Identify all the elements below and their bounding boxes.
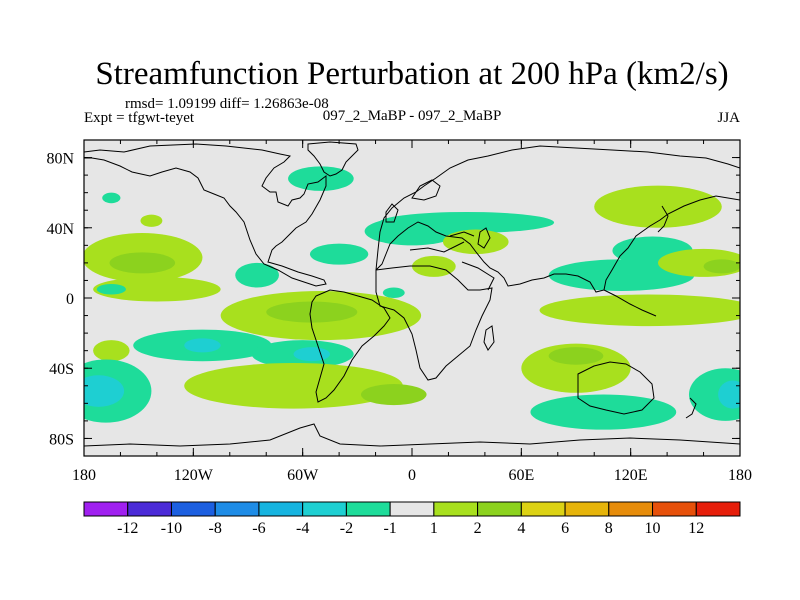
anomaly-region-33 [530,394,677,430]
anomaly-region-0 [102,192,121,204]
stats-text: rmsd= 1.09199 diff= 1.26863e-08 [125,96,329,112]
colorbar-label-6: -1 [383,520,396,537]
anomaly-region-8 [288,166,354,191]
x-tick-label-2: 60W [287,467,319,484]
colorbar-label-7: 1 [430,520,438,537]
anomaly-region-27 [548,347,604,365]
colorbar-label-9: 4 [517,520,525,537]
colorbar-swatch-13 [652,501,697,517]
coastline-arabia [461,261,495,291]
coastline-greenland [307,141,359,177]
anomaly-region-28 [93,340,130,362]
colorbar-swatch-12 [608,501,654,517]
anomaly-region-5 [96,283,126,295]
colorbar-label-0: -12 [117,520,138,537]
x-tick-label-1: 120W [174,467,214,484]
colorbar-swatch-9 [477,501,522,517]
anomaly-region-4 [93,276,221,302]
coastline-australia [577,361,655,415]
coastlines [84,141,740,447]
season-label: JJA [717,110,740,126]
coastline-mediterranean [409,241,465,253]
anomaly-region-34 [688,368,740,421]
coastline-caspian [477,227,491,249]
coastline-south-america [309,289,391,403]
colorbar-label-4: -4 [296,520,309,537]
chart-title: Streamfunction Perturbation at 200 hPa (… [95,56,728,92]
colorbar-swatch-5 [302,501,347,517]
colorbar-swatch-8 [433,501,479,517]
x-tick-label-3: 0 [408,467,416,484]
coastline-north-america [84,143,327,287]
colorbar-label-11: 8 [605,520,613,537]
colorbar-label-13: 12 [688,520,704,537]
anomaly-region-12 [412,255,456,277]
coastline-new-zealand [685,397,697,419]
anomaly-region-19 [539,294,740,327]
coastline-eurasia [375,145,740,293]
y-tick-label-2: 0 [66,291,74,308]
anomaly-region-10 [379,211,555,234]
anomaly-region-6 [382,287,405,298]
coastline-se-asia [603,289,657,317]
subtitle: 097_2_MaBP - 097_2_MaBP [323,108,502,124]
anomaly-region-23 [184,338,221,353]
y-tick-label-3: 40S [49,361,74,378]
colorbar-swatch-0 [83,501,129,517]
colorbar-swatch-7 [389,501,435,517]
anomaly-region-16 [548,259,695,291]
coastline-japan [657,205,669,233]
anomaly-region-13 [442,229,509,255]
colorbar-swatch-10 [520,501,566,517]
colorbar-swatch-1 [127,501,172,517]
anomaly-region-18 [703,259,740,274]
colorbar-swatch-11 [564,501,610,517]
colorbar-swatch-2 [170,501,216,517]
anomaly-region-1 [140,214,163,227]
colorbar-label-1: -10 [161,520,182,537]
anomaly-region-3 [109,252,176,274]
coastline-madagascar [483,325,495,351]
coastline-black-sea [449,231,475,237]
coastline-antarctica [84,423,740,447]
colorbar-label-10: 6 [561,520,569,537]
anomaly-region-7 [235,262,279,288]
colorbar-label-5: -2 [340,520,353,537]
anomaly-region-21 [266,301,358,323]
y-tick-label-1: 40N [46,221,74,238]
colorbar-swatch-14 [695,501,741,517]
colorbar: -12 -10 -8 -6 -4 -2 -1 1 2 4 6 8 10 12 [83,501,741,537]
colorbar-label-2: -8 [209,520,222,537]
anomaly-region-14 [594,185,722,228]
colorbar-swatch-6 [345,501,391,517]
colorbar-label-3: -6 [252,520,265,537]
anomaly-field [84,166,740,430]
coastline-africa [375,265,493,381]
colorbar-label-12: 10 [645,520,661,537]
x-axis: 180 120W 60W 0 60E 120E 180 [72,140,752,484]
x-tick-label-0: 180 [72,467,96,484]
colorbar-swatch-4 [258,501,304,517]
y-tick-label-0: 80N [46,151,74,168]
coastline-britain [385,203,399,223]
x-tick-label-4: 60E [508,467,534,484]
colorbar-label-8: 2 [474,520,482,537]
anomaly-region-30 [84,375,125,407]
coastline-scandinavia [411,179,441,201]
x-tick-label-6: 180 [728,467,752,484]
x-tick-label-5: 120E [614,467,648,484]
experiment-label: Expt = tfgwt-teyet [84,110,195,126]
anomaly-region-31 [184,362,403,409]
colorbar-swatch-3 [214,501,260,517]
y-axis: 80N 40N 0 40S 80S [46,139,740,457]
anomaly-region-32 [360,384,427,406]
anomaly-region-25 [293,347,330,362]
anomaly-region-11 [309,243,369,265]
anomaly-region-35 [718,380,740,409]
y-tick-label-4: 80S [49,431,74,448]
